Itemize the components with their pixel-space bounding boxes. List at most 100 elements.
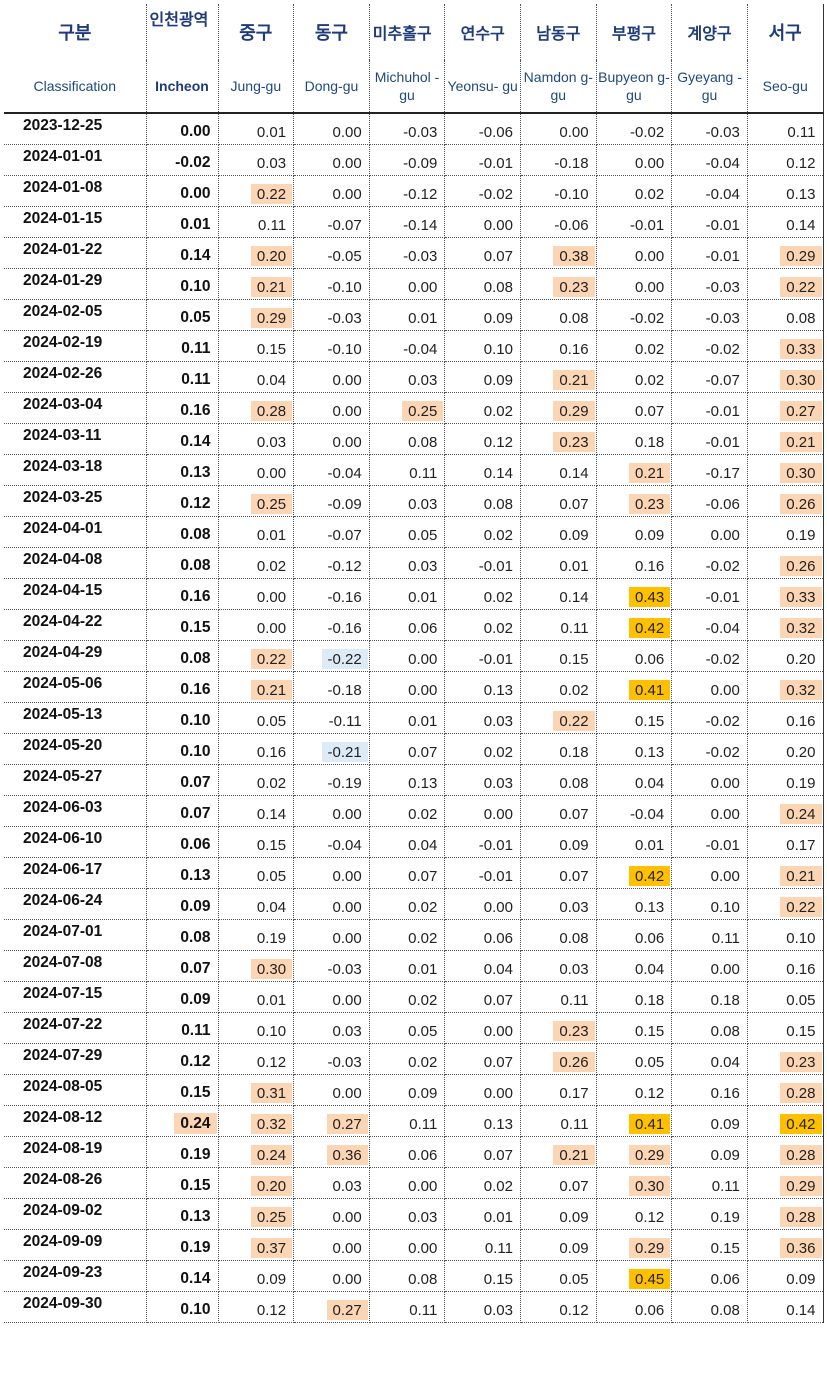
cell-michuhol-gu: 0.02 (369, 981, 446, 1013)
cell-incheon: 0.14 (146, 237, 219, 269)
cell-bupyeong-gu: 0.06 (596, 1291, 673, 1323)
row-date: 2024-02-26 (4, 361, 147, 393)
cell-jung-gu: 0.16 (218, 733, 295, 765)
cell-namdong-gu: 0.11 (520, 981, 597, 1013)
cell-incheon: 0.07 (146, 764, 219, 796)
row-date: 2024-06-03 (4, 795, 147, 827)
cell-seo-gu: 0.14 (747, 1291, 824, 1323)
highlighted-value: 0.42 (780, 1113, 822, 1134)
cell-dong-gu: -0.03 (293, 1043, 370, 1075)
highlighted-value: 0.27 (780, 400, 822, 421)
cell-namdong-gu: -0.10 (520, 175, 597, 207)
header-michuhol-gu-kr: 미추홀구 (369, 4, 446, 60)
cell-seo-gu: 0.15 (747, 1012, 824, 1044)
cell-namdong-gu: 0.09 (520, 1229, 597, 1261)
cell-namdong-gu: 0.15 (520, 640, 597, 672)
cell-bupyeong-gu: 0.00 (596, 144, 673, 176)
cell-jung-gu: 0.11 (218, 206, 295, 238)
cell-seo-gu: 0.16 (747, 702, 824, 734)
cell-michuhol-gu: -0.04 (369, 330, 446, 362)
cell-jung-gu: 0.04 (218, 361, 295, 393)
cell-gyeyang-gu: 0.19 (671, 1198, 748, 1230)
cell-bupyeong-gu: 0.16 (596, 547, 673, 579)
cell-bupyeong-gu: 0.13 (596, 888, 673, 920)
row-date: 2024-03-18 (4, 454, 147, 486)
cell-yeonsu-gu: 0.07 (444, 981, 521, 1013)
cell-incheon: 0.07 (146, 950, 219, 982)
cell-gyeyang-gu: -0.02 (671, 702, 748, 734)
cell-incheon: 0.14 (146, 1260, 219, 1292)
cell-namdong-gu: 0.02 (520, 671, 597, 703)
cell-namdong-gu: 0.05 (520, 1260, 597, 1292)
cell-jung-gu: 0.04 (218, 888, 295, 920)
cell-namdong-gu: 0.07 (520, 1167, 597, 1199)
cell-seo-gu: 0.22 (747, 268, 824, 300)
cell-michuhol-gu: 0.05 (369, 1012, 446, 1044)
cell-gyeyang-gu: -0.02 (671, 330, 748, 362)
cell-gyeyang-gu: -0.02 (671, 640, 748, 672)
row-date: 2024-07-15 (4, 981, 147, 1013)
cell-gyeyang-gu: -0.07 (671, 361, 748, 393)
highlighted-value: 0.42 (629, 617, 671, 638)
cell-michuhol-gu: 0.00 (369, 640, 446, 672)
highlighted-value: 0.45 (629, 1268, 671, 1289)
cell-bupyeong-gu: 0.00 (596, 268, 673, 300)
cell-yeonsu-gu: 0.03 (444, 702, 521, 734)
highlighted-value: 0.26 (780, 493, 822, 514)
table-row: 2024-06-03 0.07 0.14 0.00 0.02 0.00 0.07 -0.04 0… (4, 795, 824, 827)
cell-dong-gu: -0.09 (293, 485, 370, 517)
cell-yeonsu-gu: 0.09 (444, 361, 521, 393)
row-date: 2024-05-13 (4, 702, 147, 734)
table-row: 2024-03-18 0.13 0.00 -0.04 0.11 0.14 0.14 0.21-… (4, 454, 824, 486)
row-date: 2024-07-22 (4, 1012, 147, 1044)
cell-incheon: 0.09 (146, 981, 219, 1013)
cell-incheon: 0.16 (146, 671, 219, 703)
cell-michuhol-gu: 0.00 (369, 1167, 446, 1199)
highlighted-value: 0.30 (629, 1175, 671, 1196)
cell-jung-gu: 0.00 (218, 454, 295, 486)
cell-yeonsu-gu: 0.06 (444, 919, 521, 951)
cell-bupyeong-gu: -0.04 (596, 795, 673, 827)
cell-gyeyang-gu: -0.01 (671, 392, 748, 424)
header-incheon-kr: 인천광역 (146, 4, 219, 60)
cell-gyeyang-gu: 0.09 (671, 1136, 748, 1168)
cell-seo-gu: 0.29 (747, 237, 824, 269)
cell-seo-gu: 0.21 (747, 423, 824, 455)
cell-gyeyang-gu: 0.00 (671, 795, 748, 827)
table-row: 2024-08-19 0.19 0.24 0.36 0.06 0.07 0.21 0.29 0.… (4, 1136, 824, 1168)
cell-dong-gu: -0.19 (293, 764, 370, 796)
cell-dong-gu: 0.00 (293, 361, 370, 393)
cell-dong-gu: 0.00 (293, 1074, 370, 1106)
cell-yeonsu-gu: 0.03 (444, 1291, 521, 1323)
cell-michuhol-gu: 0.06 (369, 609, 446, 641)
cell-yeonsu-gu: 0.07 (444, 1043, 521, 1075)
cell-incheon: 0.24 (146, 1105, 219, 1137)
cell-incheon: 0.13 (146, 1198, 219, 1230)
cell-namdong-gu: 0.07 (520, 857, 597, 889)
cell-incheon: 0.15 (146, 1167, 219, 1199)
cell-namdong-gu: 0.01 (520, 547, 597, 579)
cell-seo-gu: 0.21 (747, 857, 824, 889)
cell-yeonsu-gu: 0.15 (444, 1260, 521, 1292)
cell-seo-gu: 0.26 (747, 485, 824, 517)
cell-namdong-gu: 0.21 (520, 361, 597, 393)
cell-dong-gu: -0.18 (293, 671, 370, 703)
cell-bupyeong-gu: 0.29 (596, 1136, 673, 1168)
cell-bupyeong-gu: 0.12 (596, 1074, 673, 1106)
cell-dong-gu: 0.00 (293, 857, 370, 889)
row-date: 2024-05-06 (4, 671, 147, 703)
cell-incheon: 0.19 (146, 1136, 219, 1168)
cell-dong-gu: 0.00 (293, 919, 370, 951)
cell-incheon: 0.09 (146, 888, 219, 920)
cell-michuhol-gu: 0.07 (369, 733, 446, 765)
cell-yeonsu-gu: -0.01 (444, 640, 521, 672)
cell-jung-gu: 0.19 (218, 919, 295, 951)
cell-jung-gu: 0.20 (218, 237, 295, 269)
cell-gyeyang-gu: -0.04 (671, 609, 748, 641)
highlighted-value: 0.26 (553, 1051, 595, 1072)
highlighted-value: 0.25 (250, 1206, 293, 1227)
highlighted-value: 0.23 (629, 493, 671, 514)
cell-incheon: 0.00 (146, 113, 219, 145)
highlighted-value: 0.42 (629, 865, 671, 886)
cell-jung-gu: 0.14 (218, 795, 295, 827)
